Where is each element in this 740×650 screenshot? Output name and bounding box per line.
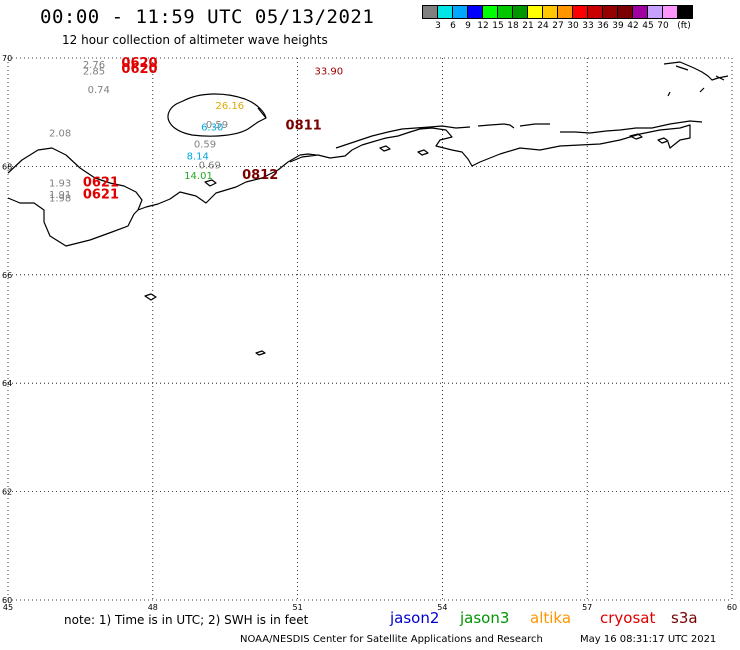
lon-tick-label: 60 xyxy=(727,603,737,612)
lat-tick-label: 62 xyxy=(2,488,12,497)
lon-tick-label: 57 xyxy=(582,603,592,612)
legend-swatch xyxy=(677,5,693,19)
legend-label: 18 xyxy=(507,21,519,31)
island-small-6 xyxy=(503,123,515,129)
wave-height-label: 2.08 xyxy=(49,129,71,140)
legend-label: 9 xyxy=(465,21,471,31)
lon-tick-label: 54 xyxy=(437,603,447,612)
wave-height-label: 2.85 xyxy=(83,66,105,77)
legend-label: 42 xyxy=(627,21,639,31)
island-small-1 xyxy=(144,293,157,301)
legend-label: 45 xyxy=(642,21,654,31)
lat-tick-label: 70 xyxy=(2,54,12,63)
island-small-4 xyxy=(379,145,391,152)
wave-height-label: 1.91 xyxy=(49,190,71,201)
lat-tick-label: 60 xyxy=(2,596,12,605)
wave-height-label: 33.90 xyxy=(314,66,343,77)
map-title: 00:00 - 11:59 UTC 05/13/2021 xyxy=(40,6,375,28)
wave-height-label: 26.16 xyxy=(216,101,245,112)
generated-timestamp: May 16 08:31:17 UTC 2021 xyxy=(580,634,717,645)
legend-label: 3 xyxy=(435,21,441,31)
island-small-3 xyxy=(204,179,217,187)
legend-label: 6 xyxy=(450,21,456,31)
satellite-label-cryosat: cryosat xyxy=(600,609,656,627)
legend-label: 27 xyxy=(552,21,564,31)
wave-height-label: 0.59 xyxy=(194,139,216,150)
legend-label: 36 xyxy=(597,21,609,31)
coastline-kolguev xyxy=(167,93,267,137)
coastline-pechora xyxy=(289,120,703,167)
island-small-7 xyxy=(629,133,643,140)
observation-time-label: 0812 xyxy=(242,168,278,183)
lat-lon-grid xyxy=(7,57,733,601)
island-small-8 xyxy=(657,137,669,144)
legend-label: 21 xyxy=(522,21,534,31)
footnote: note: 1) Time is in UTC; 2) SWH is in fe… xyxy=(64,613,309,627)
lat-tick-label: 68 xyxy=(2,162,12,171)
axis-labels: 45 48 51 54 57 60 70 68 66 64 62 60 xyxy=(2,54,737,612)
satellite-label-jason2: jason2 xyxy=(390,609,440,627)
observation-time-label: 0621 xyxy=(83,187,119,202)
observation-time-label: 0811 xyxy=(286,119,322,134)
legend-label: 24 xyxy=(537,21,549,31)
credit-text: NOAA/NESDIS Center for Satellite Applica… xyxy=(240,634,543,645)
legend-label: 70 xyxy=(657,21,669,31)
wave-height-label: 14.01 xyxy=(184,171,213,182)
wave-height-label: 6.30 xyxy=(201,123,223,134)
observation-time-label: 0621 xyxy=(83,175,119,190)
island-small-2 xyxy=(255,350,266,356)
observation-time-label: 0620 xyxy=(121,62,157,77)
coastline-kola xyxy=(7,147,247,247)
lat-tick-label: 64 xyxy=(2,379,12,388)
color-scale-legend xyxy=(422,5,693,19)
wave-height-label: 0.59 xyxy=(206,120,228,131)
legend-label: 15 xyxy=(492,21,504,31)
lon-tick-label: 48 xyxy=(148,603,158,612)
legend-label: 39 xyxy=(612,21,624,31)
wave-height-label: 1.98 xyxy=(49,194,71,205)
map-subtitle: 12 hour collection of altimeter wave hei… xyxy=(62,33,328,47)
legend-label: (ft) xyxy=(677,21,691,31)
lon-tick-label: 45 xyxy=(3,603,13,612)
legend-label: 30 xyxy=(567,21,579,31)
satellite-label-jason3: jason3 xyxy=(460,609,510,627)
satellite-label-s3a: s3a xyxy=(671,609,698,627)
legend-label: 33 xyxy=(582,21,594,31)
coastline-north-islands xyxy=(663,61,729,97)
lon-tick-label: 51 xyxy=(293,603,303,612)
observation-time-label: 0620 xyxy=(121,56,157,71)
wave-height-label: 8.14 xyxy=(187,151,209,162)
wave-height-label: 1.93 xyxy=(49,178,71,189)
wave-height-label: 2.76 xyxy=(83,60,105,71)
coastline xyxy=(7,61,729,356)
lat-tick-label: 66 xyxy=(2,271,12,280)
coastline-kanin xyxy=(245,154,301,183)
wave-height-label: 0.69 xyxy=(199,161,221,172)
island-small-5 xyxy=(417,149,429,156)
satellite-label-altika: altika xyxy=(530,609,572,627)
wave-height-label: 0.74 xyxy=(88,85,110,96)
legend-label: 12 xyxy=(477,21,489,31)
